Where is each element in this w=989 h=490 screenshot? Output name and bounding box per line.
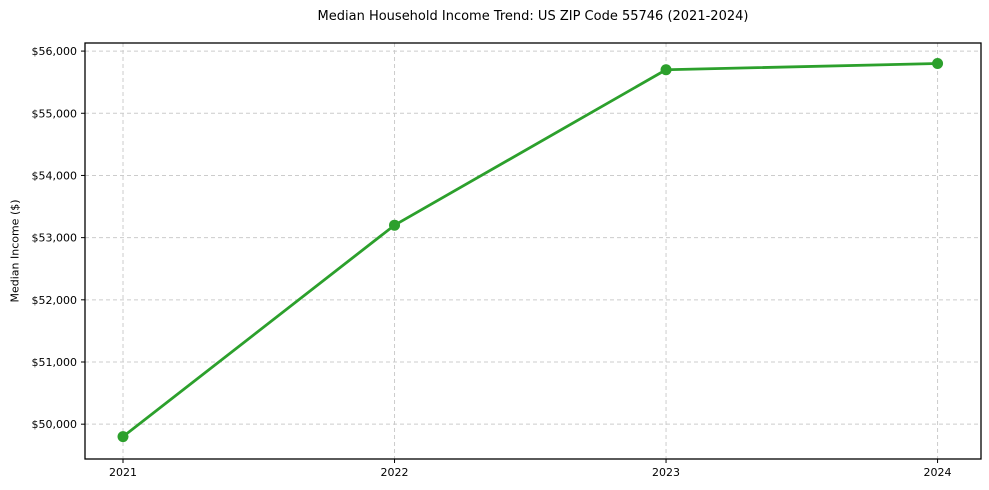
x-tick-label: 2021 <box>109 466 137 479</box>
data-point-marker <box>389 219 401 231</box>
data-point-marker <box>117 431 129 443</box>
chart-title: Median Household Income Trend: US ZIP Co… <box>317 9 749 24</box>
x-tick-label: 2022 <box>381 466 409 479</box>
data-point-marker <box>660 64 672 76</box>
y-tick-label: $50,000 <box>32 418 78 431</box>
y-tick-label: $56,000 <box>32 45 78 58</box>
x-tick-label: 2024 <box>924 466 952 479</box>
y-tick-label: $54,000 <box>32 169 78 182</box>
y-tick-label: $53,000 <box>32 232 78 245</box>
income-trend-line <box>121 62 939 439</box>
plot-border <box>84 42 982 460</box>
data-point-marker <box>932 58 944 70</box>
x-tick-label: 2023 <box>652 466 680 479</box>
y-tick-label: $51,000 <box>32 356 78 369</box>
y-tick-label: $55,000 <box>32 107 78 120</box>
y-tick-label: $52,000 <box>32 294 78 307</box>
